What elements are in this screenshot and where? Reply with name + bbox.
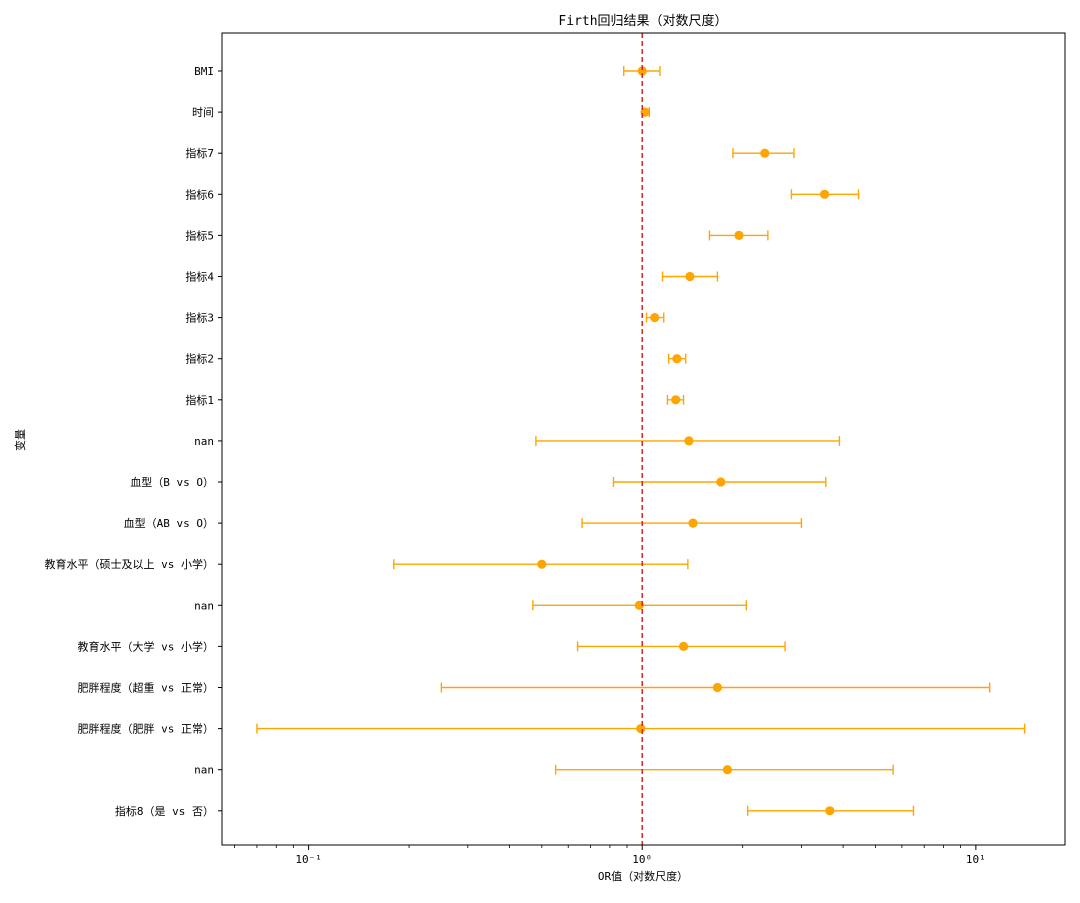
or-point: [537, 559, 547, 569]
or-point: [716, 477, 726, 487]
y-tick-label: 肥胖程度（肥胖 vs 正常）: [78, 722, 215, 736]
y-tick-label: nan: [194, 764, 214, 777]
y-tick-label: 血型（AB vs O）: [124, 516, 214, 530]
or-point: [712, 682, 723, 693]
or-point: [672, 354, 682, 364]
y-tick-label: nan: [194, 435, 214, 448]
y-tick-label: 指标2: [185, 352, 214, 366]
y-tick-label: 教育水平（大学 vs 小学）: [78, 639, 215, 653]
y-tick-label: BMI: [194, 65, 214, 78]
or-point: [678, 641, 689, 652]
or-point: [684, 436, 694, 446]
y-tick-label: 指标7: [185, 146, 214, 160]
y-tick-label: 指标3: [185, 311, 214, 325]
or-point: [636, 724, 646, 734]
chart-title: Firth回归结果（对数尺度）: [558, 13, 727, 29]
y-tick-label: 指标6: [185, 187, 214, 201]
y-tick-label: nan: [194, 599, 214, 612]
x-tick-label: 10⁻¹: [295, 853, 322, 866]
y-tick-label: 指标5: [185, 228, 214, 242]
x-tick-label: 10¹: [966, 853, 986, 866]
y-tick-label: 教育水平（硕士及以上 vs 小学）: [45, 557, 215, 571]
x-tick-label: 10⁰: [632, 853, 652, 866]
y-tick-label: 指标4: [185, 270, 214, 284]
or-point: [722, 765, 733, 775]
or-point: [685, 271, 695, 282]
y-tick-label: 时间: [192, 106, 214, 119]
y-tick-label: 指标1: [185, 393, 214, 407]
or-point: [734, 230, 744, 240]
y-tick-label: 肥胖程度（超重 vs 正常）: [78, 681, 215, 695]
or-point: [819, 189, 830, 199]
y-axis-label: 变量: [13, 429, 27, 451]
or-point: [650, 313, 660, 323]
or-point: [671, 395, 681, 405]
or-point: [688, 518, 698, 528]
y-tick-label: 指标8（是 vs 否）: [115, 804, 214, 818]
plot-frame: [221, 32, 1066, 846]
x-axis-label: OR值（对数尺度）: [598, 869, 688, 883]
or-point: [760, 148, 770, 158]
y-tick-label: 血型（B vs O）: [130, 475, 214, 489]
or-point: [637, 66, 647, 76]
or-point: [825, 806, 835, 816]
